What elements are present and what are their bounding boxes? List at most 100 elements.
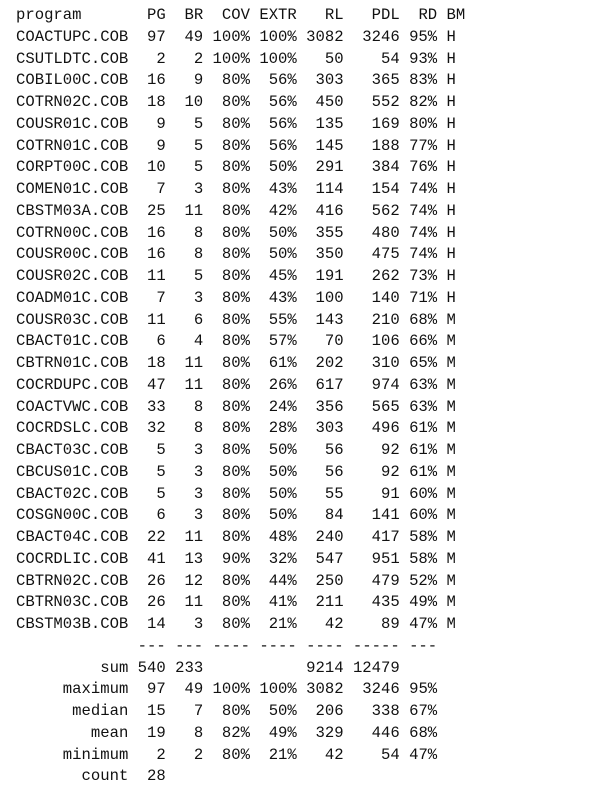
cell-bm: M xyxy=(446,397,456,416)
cell-cov: 80% xyxy=(221,571,250,590)
summary-rl: 329 xyxy=(315,723,344,742)
cell-pdl: 951 xyxy=(371,549,400,568)
cell-extr: 41% xyxy=(268,593,297,612)
cell-pdl: 417 xyxy=(371,528,400,546)
cell-br: 3 xyxy=(193,615,204,633)
cell-rl: 100 xyxy=(315,288,344,307)
summary-extr: 50% xyxy=(268,702,297,720)
cell-rd: 77% xyxy=(409,136,438,155)
cell-rd: 58% xyxy=(409,528,438,546)
summary-row: mean 19 8 82% 49% 329 446 68% xyxy=(16,723,475,745)
cell-bm: H xyxy=(446,136,456,155)
cell-cov: 80% xyxy=(221,223,250,242)
cell-extr: 100% xyxy=(259,27,297,46)
cell-rl: 350 xyxy=(315,245,344,264)
cell-program: COTRN01C.COB xyxy=(16,136,129,155)
cell-br: 8 xyxy=(193,223,204,242)
cell-program: CBTRN02C.COB xyxy=(16,571,129,590)
cell-rl: 303 xyxy=(315,419,344,438)
cell-rl: 355 xyxy=(315,223,344,242)
cell-bm: M xyxy=(446,484,456,503)
cell-rl: 56 xyxy=(324,462,344,481)
cell-program: COUSR00C.COB xyxy=(16,245,129,264)
cell-rl: 202 xyxy=(315,354,344,372)
cell-rl: 211 xyxy=(315,593,344,612)
cell-extr: 50% xyxy=(268,441,297,459)
cell-pg: 97 xyxy=(147,27,166,46)
column-header-br: BR xyxy=(184,6,204,24)
cell-program: CBACT02C.COB xyxy=(16,484,129,503)
cell-rl: 50 xyxy=(324,49,344,68)
cell-extr: 28% xyxy=(268,419,297,438)
cell-program: COUSR03C.COB xyxy=(16,310,129,329)
summary-br: 49 xyxy=(184,680,204,699)
cell-extr: 50% xyxy=(268,462,297,481)
cell-pdl: 479 xyxy=(371,571,400,590)
cell-extr: 57% xyxy=(268,332,297,351)
cell-rl: 143 xyxy=(315,310,344,329)
cell-rd: 82% xyxy=(409,93,438,111)
separator-pdl: ----- xyxy=(352,636,400,655)
cell-pdl: 92 xyxy=(381,441,400,459)
table-row: CBSTM03B.COB 14 3 80% 21% 42 89 47% M xyxy=(16,614,475,636)
cell-cov: 80% xyxy=(221,375,250,394)
cell-program: CBTRN03C.COB xyxy=(16,593,129,612)
table-row: CBACT04C.COB 22 11 80% 48% 240 417 58% M xyxy=(16,527,475,549)
separator-br: --- xyxy=(175,636,204,655)
summary-cov: 82% xyxy=(221,723,250,742)
cell-rl: 617 xyxy=(315,375,344,394)
cell-cov: 80% xyxy=(221,71,250,90)
summary-row: minimum 2 2 80% 21% 42 54 47% xyxy=(16,745,475,767)
cell-rl: 416 xyxy=(315,201,344,220)
cell-extr: 48% xyxy=(268,528,297,546)
cell-bm: M xyxy=(446,375,456,394)
cell-rd: 95% xyxy=(409,27,438,46)
cell-pg: 11 xyxy=(147,267,166,285)
cell-cov: 80% xyxy=(221,93,250,111)
cell-extr: 56% xyxy=(268,114,297,133)
cell-rl: 42 xyxy=(324,615,344,633)
cell-program: COUSR02C.COB xyxy=(16,267,129,285)
cell-program: COMEN01C.COB xyxy=(16,180,129,198)
cell-cov: 80% xyxy=(221,136,250,155)
cell-pdl: 140 xyxy=(371,288,400,307)
cell-bm: H xyxy=(446,245,456,264)
cell-pg: 5 xyxy=(156,462,166,481)
cell-pdl: 92 xyxy=(381,462,400,481)
summary-label: mean xyxy=(90,723,129,742)
cell-br: 3 xyxy=(193,484,204,503)
cell-program: COBIL00C.COB xyxy=(16,71,129,90)
separator-rd: --- xyxy=(409,636,438,655)
summary-br: 233 xyxy=(175,658,204,677)
cell-bm: H xyxy=(446,288,456,307)
cell-program: COCRDUPC.COB xyxy=(16,375,129,394)
separator-pg: --- xyxy=(137,636,166,655)
cell-pg: 14 xyxy=(147,615,166,633)
cell-bm: M xyxy=(446,354,456,372)
cell-cov: 80% xyxy=(221,158,250,177)
cell-br: 3 xyxy=(193,462,204,481)
table-row: COCRDSLC.COB 32 8 80% 28% 303 496 61% M xyxy=(16,418,475,440)
cell-pdl: 89 xyxy=(381,615,400,633)
table-row: COCRDUPC.COB 47 11 80% 26% 617 974 63% M xyxy=(16,375,475,397)
cell-bm: H xyxy=(446,71,456,90)
summary-label: maximum xyxy=(62,680,129,699)
table-row: COUSR00C.COB 16 8 80% 50% 350 475 74% H xyxy=(16,244,475,266)
cell-pdl: 496 xyxy=(371,419,400,438)
column-header-rl: RL xyxy=(324,6,344,24)
cell-rl: 84 xyxy=(324,506,344,525)
cell-extr: 100% xyxy=(259,49,297,68)
summary-br: 2 xyxy=(193,745,204,764)
cell-pg: 25 xyxy=(147,201,166,220)
cell-rd: 74% xyxy=(409,245,438,264)
cell-cov: 80% xyxy=(221,528,250,546)
cell-pg: 9 xyxy=(156,114,166,133)
summary-pdl: 446 xyxy=(371,723,400,742)
cell-cov: 80% xyxy=(221,441,250,459)
cell-br: 3 xyxy=(193,441,204,459)
cell-program: COCRDSLC.COB xyxy=(16,419,129,438)
cell-pdl: 141 xyxy=(371,506,400,525)
cell-br: 11 xyxy=(184,375,204,394)
cell-program: CBTRN01C.COB xyxy=(16,354,129,372)
cell-rl: 114 xyxy=(315,180,344,198)
